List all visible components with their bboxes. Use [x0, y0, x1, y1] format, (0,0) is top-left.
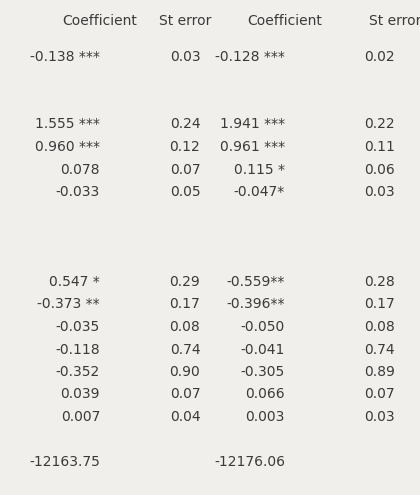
Text: -12163.75: -12163.75: [29, 455, 100, 469]
Text: 0.90: 0.90: [170, 365, 200, 379]
Text: 0.08: 0.08: [364, 320, 395, 334]
Text: 0.17: 0.17: [170, 297, 200, 311]
Text: -0.396**: -0.396**: [226, 297, 285, 311]
Text: -0.050: -0.050: [241, 320, 285, 334]
Text: -0.035: -0.035: [56, 320, 100, 334]
Text: 0.05: 0.05: [170, 185, 200, 199]
Text: 0.74: 0.74: [365, 343, 395, 356]
Text: 0.22: 0.22: [365, 117, 395, 132]
Text: 0.066: 0.066: [245, 388, 285, 401]
Text: -0.305: -0.305: [241, 365, 285, 379]
Text: 0.003: 0.003: [246, 410, 285, 424]
Text: 0.89: 0.89: [364, 365, 395, 379]
Text: 0.29: 0.29: [170, 275, 200, 289]
Text: 0.547 *: 0.547 *: [49, 275, 100, 289]
Text: 0.03: 0.03: [170, 50, 200, 64]
Text: 0.07: 0.07: [365, 388, 395, 401]
Text: 0.04: 0.04: [170, 410, 200, 424]
Text: 0.078: 0.078: [60, 162, 100, 177]
Text: St error: St error: [159, 14, 211, 28]
Text: 0.08: 0.08: [170, 320, 200, 334]
Text: 0.07: 0.07: [170, 162, 200, 177]
Text: -0.118: -0.118: [55, 343, 100, 356]
Text: 0.03: 0.03: [365, 410, 395, 424]
Text: -0.041: -0.041: [241, 343, 285, 356]
Text: 0.961 ***: 0.961 ***: [220, 140, 285, 154]
Text: -0.033: -0.033: [56, 185, 100, 199]
Text: 0.007: 0.007: [60, 410, 100, 424]
Text: -0.373 **: -0.373 **: [37, 297, 100, 311]
Text: 0.039: 0.039: [60, 388, 100, 401]
Text: Coefficient: Coefficient: [63, 14, 137, 28]
Text: -0.128 ***: -0.128 ***: [215, 50, 285, 64]
Text: -12176.06: -12176.06: [214, 455, 285, 469]
Text: 0.74: 0.74: [170, 343, 200, 356]
Text: 0.960 ***: 0.960 ***: [35, 140, 100, 154]
Text: 0.12: 0.12: [170, 140, 200, 154]
Text: -0.047*: -0.047*: [234, 185, 285, 199]
Text: 1.555 ***: 1.555 ***: [35, 117, 100, 132]
Text: 0.24: 0.24: [170, 117, 200, 132]
Text: St error: St error: [369, 14, 420, 28]
Text: 0.17: 0.17: [364, 297, 395, 311]
Text: 0.02: 0.02: [365, 50, 395, 64]
Text: -0.352: -0.352: [56, 365, 100, 379]
Text: -0.138 ***: -0.138 ***: [30, 50, 100, 64]
Text: 0.03: 0.03: [365, 185, 395, 199]
Text: 0.07: 0.07: [170, 388, 200, 401]
Text: 1.941 ***: 1.941 ***: [220, 117, 285, 132]
Text: 0.28: 0.28: [364, 275, 395, 289]
Text: Coefficient: Coefficient: [247, 14, 323, 28]
Text: 0.115 *: 0.115 *: [234, 162, 285, 177]
Text: 0.11: 0.11: [364, 140, 395, 154]
Text: -0.559**: -0.559**: [227, 275, 285, 289]
Text: 0.06: 0.06: [364, 162, 395, 177]
